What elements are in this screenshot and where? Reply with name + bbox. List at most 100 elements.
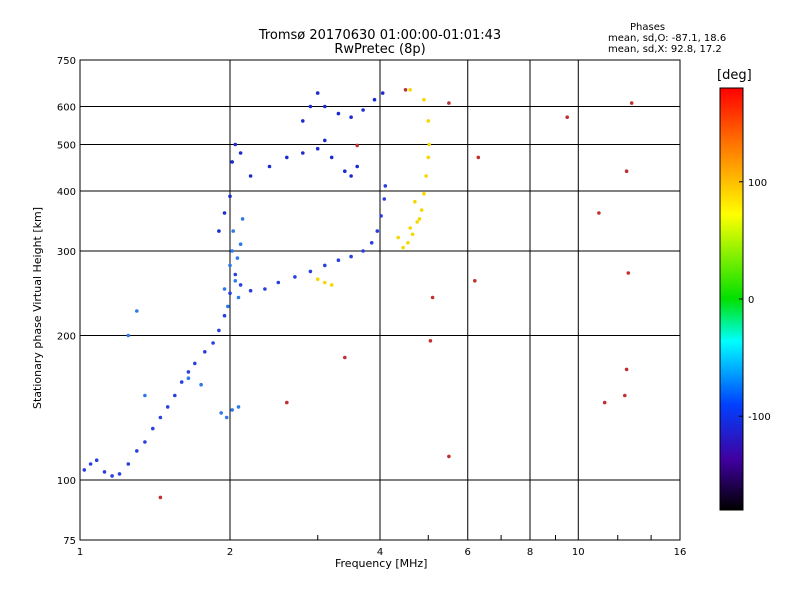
data-point: [222, 313, 227, 318]
data-point: [301, 151, 305, 155]
data-point: [110, 474, 114, 478]
x-tick-label: 8: [527, 547, 533, 558]
x-tick-label: 6: [465, 547, 471, 558]
data-point: [151, 426, 155, 431]
colorbar-tick-label: -100: [748, 412, 771, 423]
data-point: [158, 495, 163, 500]
data-point: [349, 174, 353, 178]
data-point: [315, 146, 320, 151]
colorbar-tick-label: 0: [748, 295, 754, 306]
y-tick-label: 75: [63, 536, 76, 547]
data-point: [426, 155, 431, 160]
data-point: [403, 88, 408, 92]
data-point: [235, 256, 240, 260]
x-tick-label: 4: [377, 547, 383, 558]
data-point: [476, 155, 481, 160]
x-tick-label: 10: [572, 547, 585, 558]
data-point: [238, 151, 243, 155]
data-point: [323, 104, 327, 109]
data-point: [226, 304, 230, 309]
data-point: [135, 309, 139, 313]
data-point: [82, 468, 87, 472]
data-point: [355, 164, 360, 169]
data-point: [293, 275, 297, 279]
data-point: [228, 263, 232, 268]
data-point: [426, 119, 431, 123]
data-point: [248, 288, 253, 293]
data-point: [222, 287, 227, 291]
x-tick-label: 1: [77, 547, 83, 558]
data-point: [285, 155, 289, 160]
data-point: [238, 242, 243, 246]
data-point: [323, 280, 327, 285]
data-point: [263, 287, 267, 291]
data-point: [267, 164, 272, 169]
chart-title-line2: RwPretec (8p): [334, 42, 426, 57]
data-point: [375, 229, 380, 233]
data-point: [401, 245, 405, 250]
data-point: [88, 462, 93, 466]
data-point: [430, 295, 435, 300]
data-point: [102, 470, 107, 474]
data-point: [228, 194, 232, 199]
data-point: [315, 91, 320, 95]
data-point: [602, 400, 607, 405]
data-point: [422, 191, 426, 196]
data-point: [236, 405, 241, 409]
data-point: [417, 217, 422, 221]
data-point: [361, 108, 365, 112]
data-point: [565, 115, 569, 119]
data-point: [231, 229, 235, 233]
data-point: [199, 382, 203, 387]
data-point: [217, 229, 221, 233]
data-point: [233, 279, 238, 283]
data-point: [408, 226, 413, 230]
data-point: [203, 350, 207, 354]
data-point: [343, 355, 347, 360]
data-point: [629, 101, 634, 105]
data-point: [211, 341, 215, 345]
y-tick-label: 500: [57, 141, 76, 152]
data-point: [193, 361, 197, 366]
data-point: [126, 462, 131, 466]
colorbar-label: [deg]: [717, 68, 752, 83]
data-point: [626, 271, 631, 275]
data-point: [329, 155, 334, 160]
data-point: [424, 174, 428, 178]
data-point: [624, 169, 629, 173]
data-point: [238, 283, 243, 287]
data-point: [236, 295, 241, 300]
data-point: [186, 370, 191, 374]
data-point: [396, 235, 401, 240]
data-point: [408, 88, 413, 92]
data-point: [323, 138, 327, 143]
data-point: [143, 440, 147, 444]
data-point: [383, 184, 388, 188]
phases-label: Phases: [630, 22, 666, 33]
y-tick-label: 750: [57, 56, 76, 67]
data-point: [143, 393, 147, 398]
y-tick-label: 100: [57, 476, 76, 487]
data-point: [117, 472, 122, 476]
data-point: [413, 199, 417, 204]
data-point: [428, 339, 433, 343]
x-tick-label: 2: [227, 547, 233, 558]
data-point: [222, 211, 227, 215]
data-point: [240, 217, 245, 221]
data-point: [406, 241, 410, 245]
data-point: [361, 249, 365, 253]
data-point: [308, 269, 313, 274]
data-point: [410, 232, 415, 237]
y-tick-label: 200: [57, 332, 76, 343]
data-point: [158, 415, 163, 420]
data-point: [372, 97, 377, 102]
data-point: [349, 115, 353, 119]
data-point: [447, 454, 451, 459]
phases-x-line: mean, sd,X: 92.8, 17.2: [608, 44, 722, 55]
data-point: [369, 241, 374, 245]
data-point: [179, 380, 184, 384]
data-point: [301, 119, 305, 123]
colorbar-tick-label: 100: [748, 178, 767, 189]
data-point: [355, 143, 360, 148]
data-point: [427, 142, 432, 147]
